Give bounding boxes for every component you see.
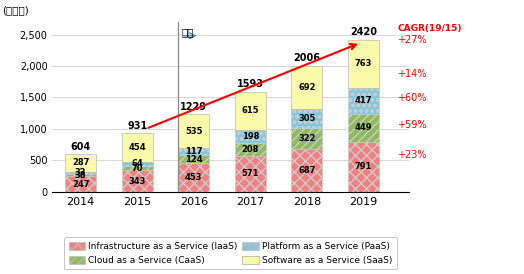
Text: 117: 117 bbox=[185, 147, 203, 156]
Text: +27%: +27% bbox=[397, 35, 427, 45]
Text: +23%: +23% bbox=[397, 150, 427, 160]
Bar bbox=[235, 92, 266, 130]
Bar bbox=[348, 142, 379, 192]
Text: 571: 571 bbox=[242, 169, 259, 178]
Text: 70: 70 bbox=[132, 164, 143, 173]
Text: 305: 305 bbox=[298, 114, 315, 123]
Text: +59%: +59% bbox=[397, 120, 427, 130]
Bar bbox=[65, 154, 96, 172]
Text: 2420: 2420 bbox=[350, 27, 377, 37]
Text: 32: 32 bbox=[75, 168, 86, 177]
Bar bbox=[178, 115, 210, 148]
Text: 1229: 1229 bbox=[180, 102, 208, 112]
Bar bbox=[122, 166, 153, 170]
Text: 692: 692 bbox=[298, 83, 315, 92]
Text: 124: 124 bbox=[185, 155, 203, 164]
Text: 535: 535 bbox=[185, 127, 203, 136]
Legend: Infrastructure as a Service (IaaS), Cloud as a Service (CaaS), Platform as a Ser: Infrastructure as a Service (IaaS), Clou… bbox=[64, 237, 397, 270]
Bar bbox=[291, 65, 322, 109]
Text: 38: 38 bbox=[75, 170, 86, 179]
Text: +14%: +14% bbox=[397, 69, 427, 79]
Bar bbox=[178, 156, 210, 163]
Bar bbox=[65, 176, 96, 192]
Text: 453: 453 bbox=[185, 173, 203, 182]
Bar bbox=[122, 133, 153, 162]
Bar bbox=[348, 88, 379, 114]
Text: 604: 604 bbox=[71, 142, 91, 152]
Text: (億ドル): (億ドル) bbox=[3, 5, 29, 15]
Text: 343: 343 bbox=[128, 176, 146, 185]
Bar bbox=[178, 163, 210, 192]
Text: 208: 208 bbox=[242, 145, 259, 154]
Bar bbox=[178, 148, 210, 156]
Bar bbox=[348, 114, 379, 142]
Text: 687: 687 bbox=[298, 166, 315, 175]
Bar bbox=[65, 172, 96, 174]
Bar bbox=[235, 156, 266, 192]
Bar bbox=[291, 149, 322, 192]
Text: 予測: 予測 bbox=[182, 28, 194, 38]
Bar bbox=[235, 130, 266, 143]
Text: 931: 931 bbox=[127, 121, 147, 131]
Text: 763: 763 bbox=[355, 59, 372, 68]
Text: 322: 322 bbox=[298, 134, 315, 143]
Bar bbox=[122, 170, 153, 192]
Text: 791: 791 bbox=[355, 162, 372, 172]
Text: 417: 417 bbox=[355, 96, 372, 105]
Text: 64: 64 bbox=[132, 159, 143, 168]
Text: 198: 198 bbox=[242, 132, 259, 141]
Text: 2006: 2006 bbox=[293, 53, 320, 63]
Text: 615: 615 bbox=[242, 107, 259, 115]
Text: 247: 247 bbox=[72, 179, 90, 189]
Text: 287: 287 bbox=[72, 158, 90, 167]
Bar bbox=[291, 128, 322, 149]
Bar bbox=[291, 109, 322, 128]
Bar bbox=[235, 143, 266, 156]
Text: 1593: 1593 bbox=[237, 79, 264, 89]
Text: 454: 454 bbox=[128, 143, 146, 152]
Bar bbox=[65, 174, 96, 176]
Bar bbox=[122, 162, 153, 166]
Text: CAGR(19/15): CAGR(19/15) bbox=[397, 24, 462, 33]
Text: 449: 449 bbox=[355, 123, 372, 132]
Text: +60%: +60% bbox=[397, 93, 427, 103]
Bar bbox=[348, 39, 379, 88]
